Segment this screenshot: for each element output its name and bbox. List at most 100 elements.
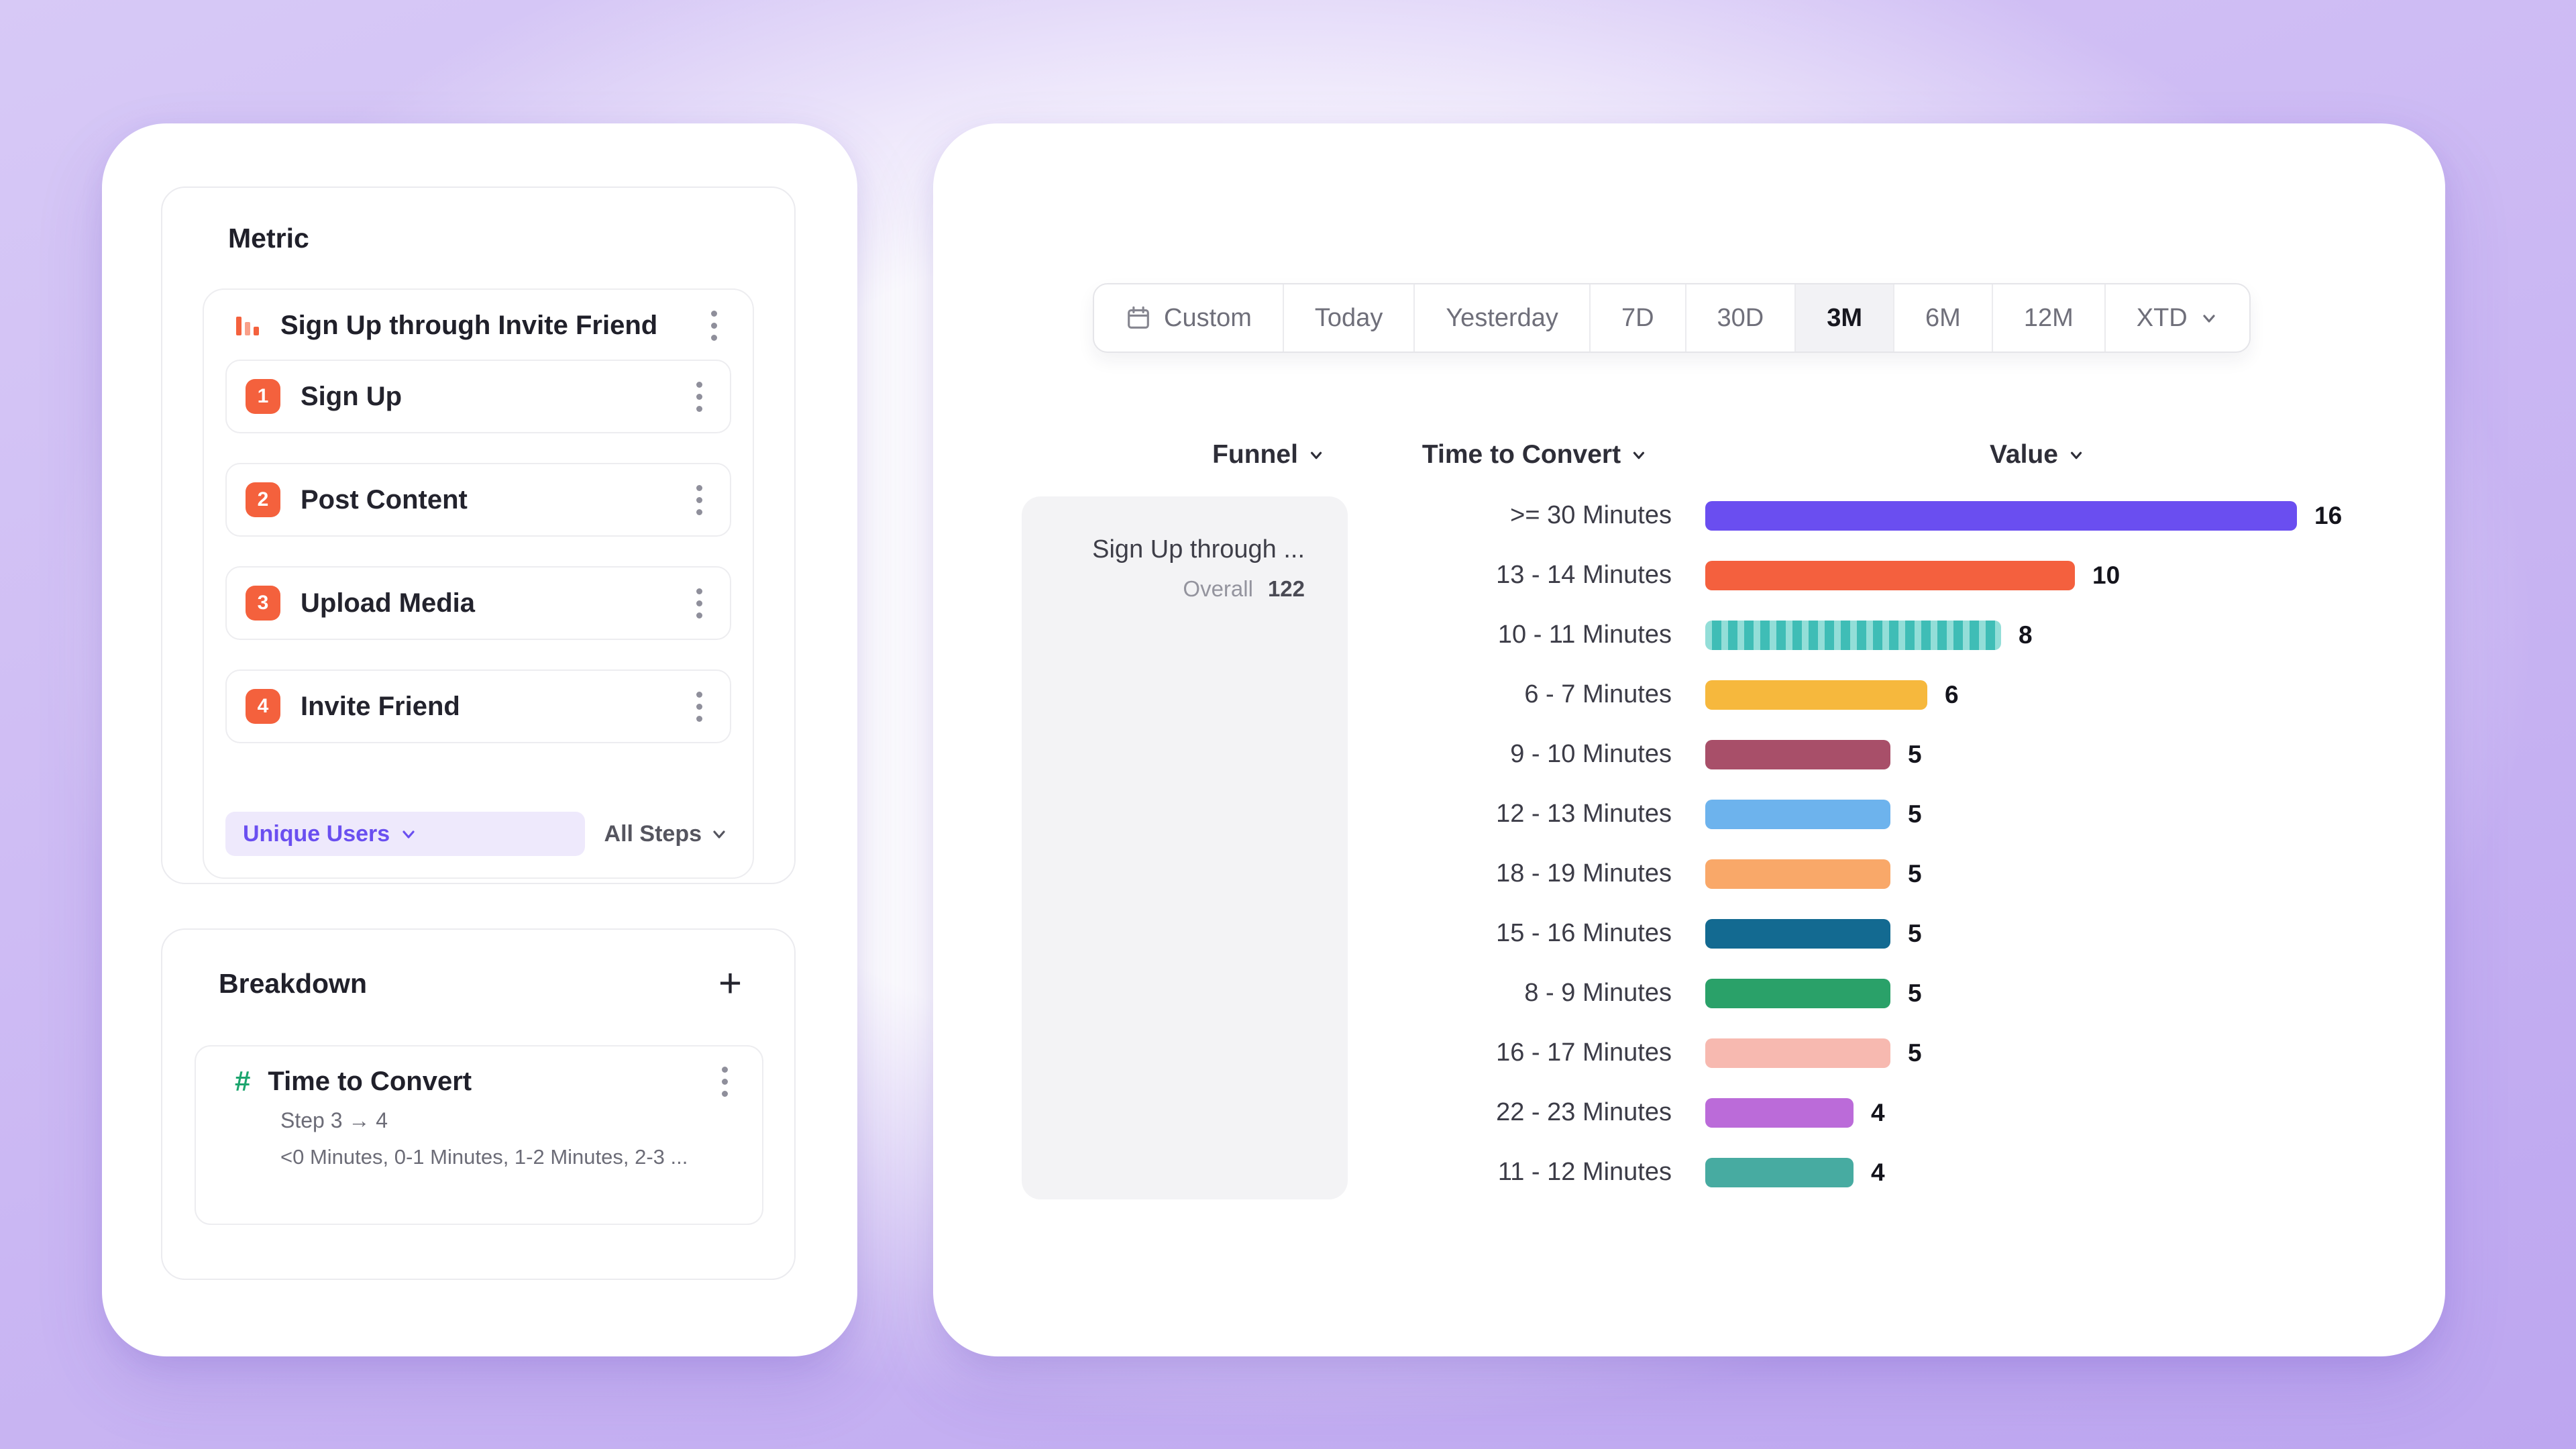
query-builder-panel: Metric Sign Up through Invite Friend 1 Si…	[102, 123, 857, 1356]
date-option-6m[interactable]: 6M	[1893, 284, 1992, 352]
chevron-down-icon	[710, 824, 729, 843]
bar-value: 10	[2092, 561, 2121, 589]
value-bar[interactable]	[1705, 1038, 1890, 1068]
metric-section-title: Metric	[228, 223, 309, 254]
chart-row: 6 - 7 Minutes 6	[1256, 665, 2342, 724]
date-option-label: 3M	[1827, 303, 1863, 332]
bar-value: 4	[1871, 1098, 1885, 1126]
results-panel: Custom Today Yesterday 7D 30D 3M 6M 12M XTD Funn…	[933, 123, 2445, 1356]
funnel-step-row[interactable]: 4 Invite Friend	[225, 669, 731, 743]
chevron-down-icon	[1630, 446, 1648, 464]
counting-method-label: Unique Users	[243, 820, 390, 847]
chart-row: 9 - 10 Minutes 5	[1256, 724, 2342, 784]
bucket-label: 10 - 11 Minutes	[1497, 621, 1672, 649]
value-bar[interactable]	[1705, 680, 1927, 710]
date-option-custom[interactable]: Custom	[1094, 284, 1283, 352]
value-bar[interactable]	[1705, 799, 1890, 829]
funnel-steps: 1 Sign Up 2 Post Content 3 Upload Media 4 Invit…	[204, 357, 753, 746]
bar-value: 5	[1908, 859, 1922, 888]
column-header-label: Value	[1990, 440, 2058, 469]
date-range-selector: Custom Today Yesterday 7D 30D 3M 6M 12M XTD	[1093, 283, 2251, 353]
chart-row: 18 - 19 Minutes 5	[1256, 844, 2342, 904]
date-option-xtd[interactable]: XTD	[2104, 284, 2249, 352]
metric-footer: Unique Users All Steps	[204, 794, 753, 877]
kebab-menu-icon[interactable]	[686, 484, 712, 515]
date-option-yesterday[interactable]: Yesterday	[1413, 284, 1589, 352]
date-option-today[interactable]: Today	[1282, 284, 1413, 352]
kebab-menu-icon[interactable]	[700, 310, 727, 341]
bar-value: 5	[1908, 740, 1922, 768]
value-bar[interactable]	[1705, 560, 2075, 590]
funnel-metric-name: Sign Up through Invite Friend	[280, 310, 658, 340]
date-option-label: 7D	[1621, 303, 1654, 332]
chevron-down-icon	[399, 824, 418, 843]
step-number-badge: 3	[246, 586, 280, 621]
breakdown-header: Breakdown +	[162, 930, 794, 1004]
bar-value: 5	[1908, 919, 1922, 947]
overall-value: 122	[1267, 576, 1305, 601]
number-property-icon: #	[235, 1065, 251, 1097]
funnel-step-row[interactable]: 2 Post Content	[225, 463, 731, 537]
bar-value: 4	[1871, 1158, 1885, 1186]
date-option-30d[interactable]: 30D	[1684, 284, 1795, 352]
date-option-12m[interactable]: 12M	[1991, 284, 2104, 352]
bucket-label: 18 - 19 Minutes	[1496, 859, 1672, 888]
funnel-summary-card[interactable]: Sign Up through ... Overall 122	[1022, 496, 1348, 1199]
kebab-menu-icon[interactable]	[686, 691, 712, 722]
bucket-label: 15 - 16 Minutes	[1496, 919, 1672, 947]
date-option-label: Today	[1314, 303, 1383, 332]
step-label: Upload Media	[301, 588, 476, 618]
breakdown-step-range: Step 3 → 4	[280, 1108, 388, 1132]
bucket-label: 13 - 14 Minutes	[1496, 561, 1672, 589]
value-bar[interactable]	[1705, 918, 1890, 949]
funnel-metric-row[interactable]: Sign Up through Invite Friend	[204, 290, 753, 357]
bucket-label: 6 - 7 Minutes	[1524, 680, 1672, 708]
breakdown-section-title: Breakdown	[219, 967, 367, 999]
funnel-definition: Sign Up through Invite Friend 1 Sign Up 2 P…	[203, 288, 754, 879]
funnel-summary-name: Sign Up through ...	[1092, 535, 1305, 564]
column-header-value[interactable]: Value	[1990, 440, 2085, 470]
bucket-label: >= 30 Minutes	[1510, 501, 1672, 529]
value-bar[interactable]	[1705, 1157, 1854, 1187]
chevron-down-icon	[2068, 446, 2085, 464]
step-number-badge: 2	[246, 482, 280, 517]
step-label: Invite Friend	[301, 691, 460, 721]
kebab-menu-icon[interactable]	[686, 588, 712, 619]
bar-value: 8	[2019, 621, 2033, 649]
date-option-7d[interactable]: 7D	[1589, 284, 1685, 352]
bar-value: 5	[1908, 979, 1922, 1007]
date-option-label: XTD	[2136, 303, 2188, 332]
step-label: Post Content	[301, 484, 468, 515]
bucket-label: 9 - 10 Minutes	[1510, 740, 1672, 768]
funnel-step-row[interactable]: 1 Sign Up	[225, 360, 731, 433]
value-bar[interactable]	[1705, 978, 1890, 1008]
steps-filter-dropdown[interactable]: All Steps	[604, 821, 729, 847]
chart-row: 13 - 14 Minutes 10	[1256, 545, 2342, 605]
value-bar[interactable]	[1705, 1097, 1854, 1128]
breakdown-property-row: # Time to Convert	[235, 1065, 738, 1097]
date-option-3m[interactable]: 3M	[1794, 284, 1894, 352]
breakdown-property[interactable]: # Time to Convert Step 3 → 4 <0 Minutes,…	[195, 1045, 763, 1225]
time-to-convert-chart: >= 30 Minutes 16 13 - 14 Minutes 10 10 - 11 …	[1256, 486, 2342, 1202]
add-breakdown-button[interactable]: +	[718, 961, 742, 1006]
chart-row: 15 - 16 Minutes 5	[1256, 904, 2342, 963]
column-header-time-to-convert[interactable]: Time to Convert	[1422, 440, 1648, 470]
date-option-label: 12M	[2023, 303, 2074, 332]
calendar-icon	[1125, 305, 1152, 331]
value-bar[interactable]	[1705, 620, 2001, 650]
breakdown-buckets-preview: <0 Minutes, 0-1 Minutes, 1-2 Minutes, 2-…	[280, 1145, 688, 1169]
metric-section: Metric Sign Up through Invite Friend 1 Si…	[161, 186, 796, 884]
breakdown-property-name: Time to Convert	[268, 1066, 472, 1096]
value-bar[interactable]	[1705, 739, 1890, 769]
chart-row: 12 - 13 Minutes 5	[1256, 784, 2342, 844]
funnel-step-row[interactable]: 3 Upload Media	[225, 566, 731, 640]
value-bar[interactable]	[1705, 859, 1890, 889]
chevron-down-icon	[1307, 446, 1325, 464]
value-bar[interactable]	[1705, 500, 2297, 531]
bucket-label: 11 - 12 Minutes	[1497, 1158, 1672, 1186]
kebab-menu-icon[interactable]	[711, 1066, 738, 1097]
counting-method-dropdown[interactable]: Unique Users	[225, 812, 585, 856]
funnel-chart-icon	[232, 310, 263, 341]
kebab-menu-icon[interactable]	[686, 381, 712, 412]
column-header-funnel[interactable]: Funnel	[1212, 440, 1325, 470]
